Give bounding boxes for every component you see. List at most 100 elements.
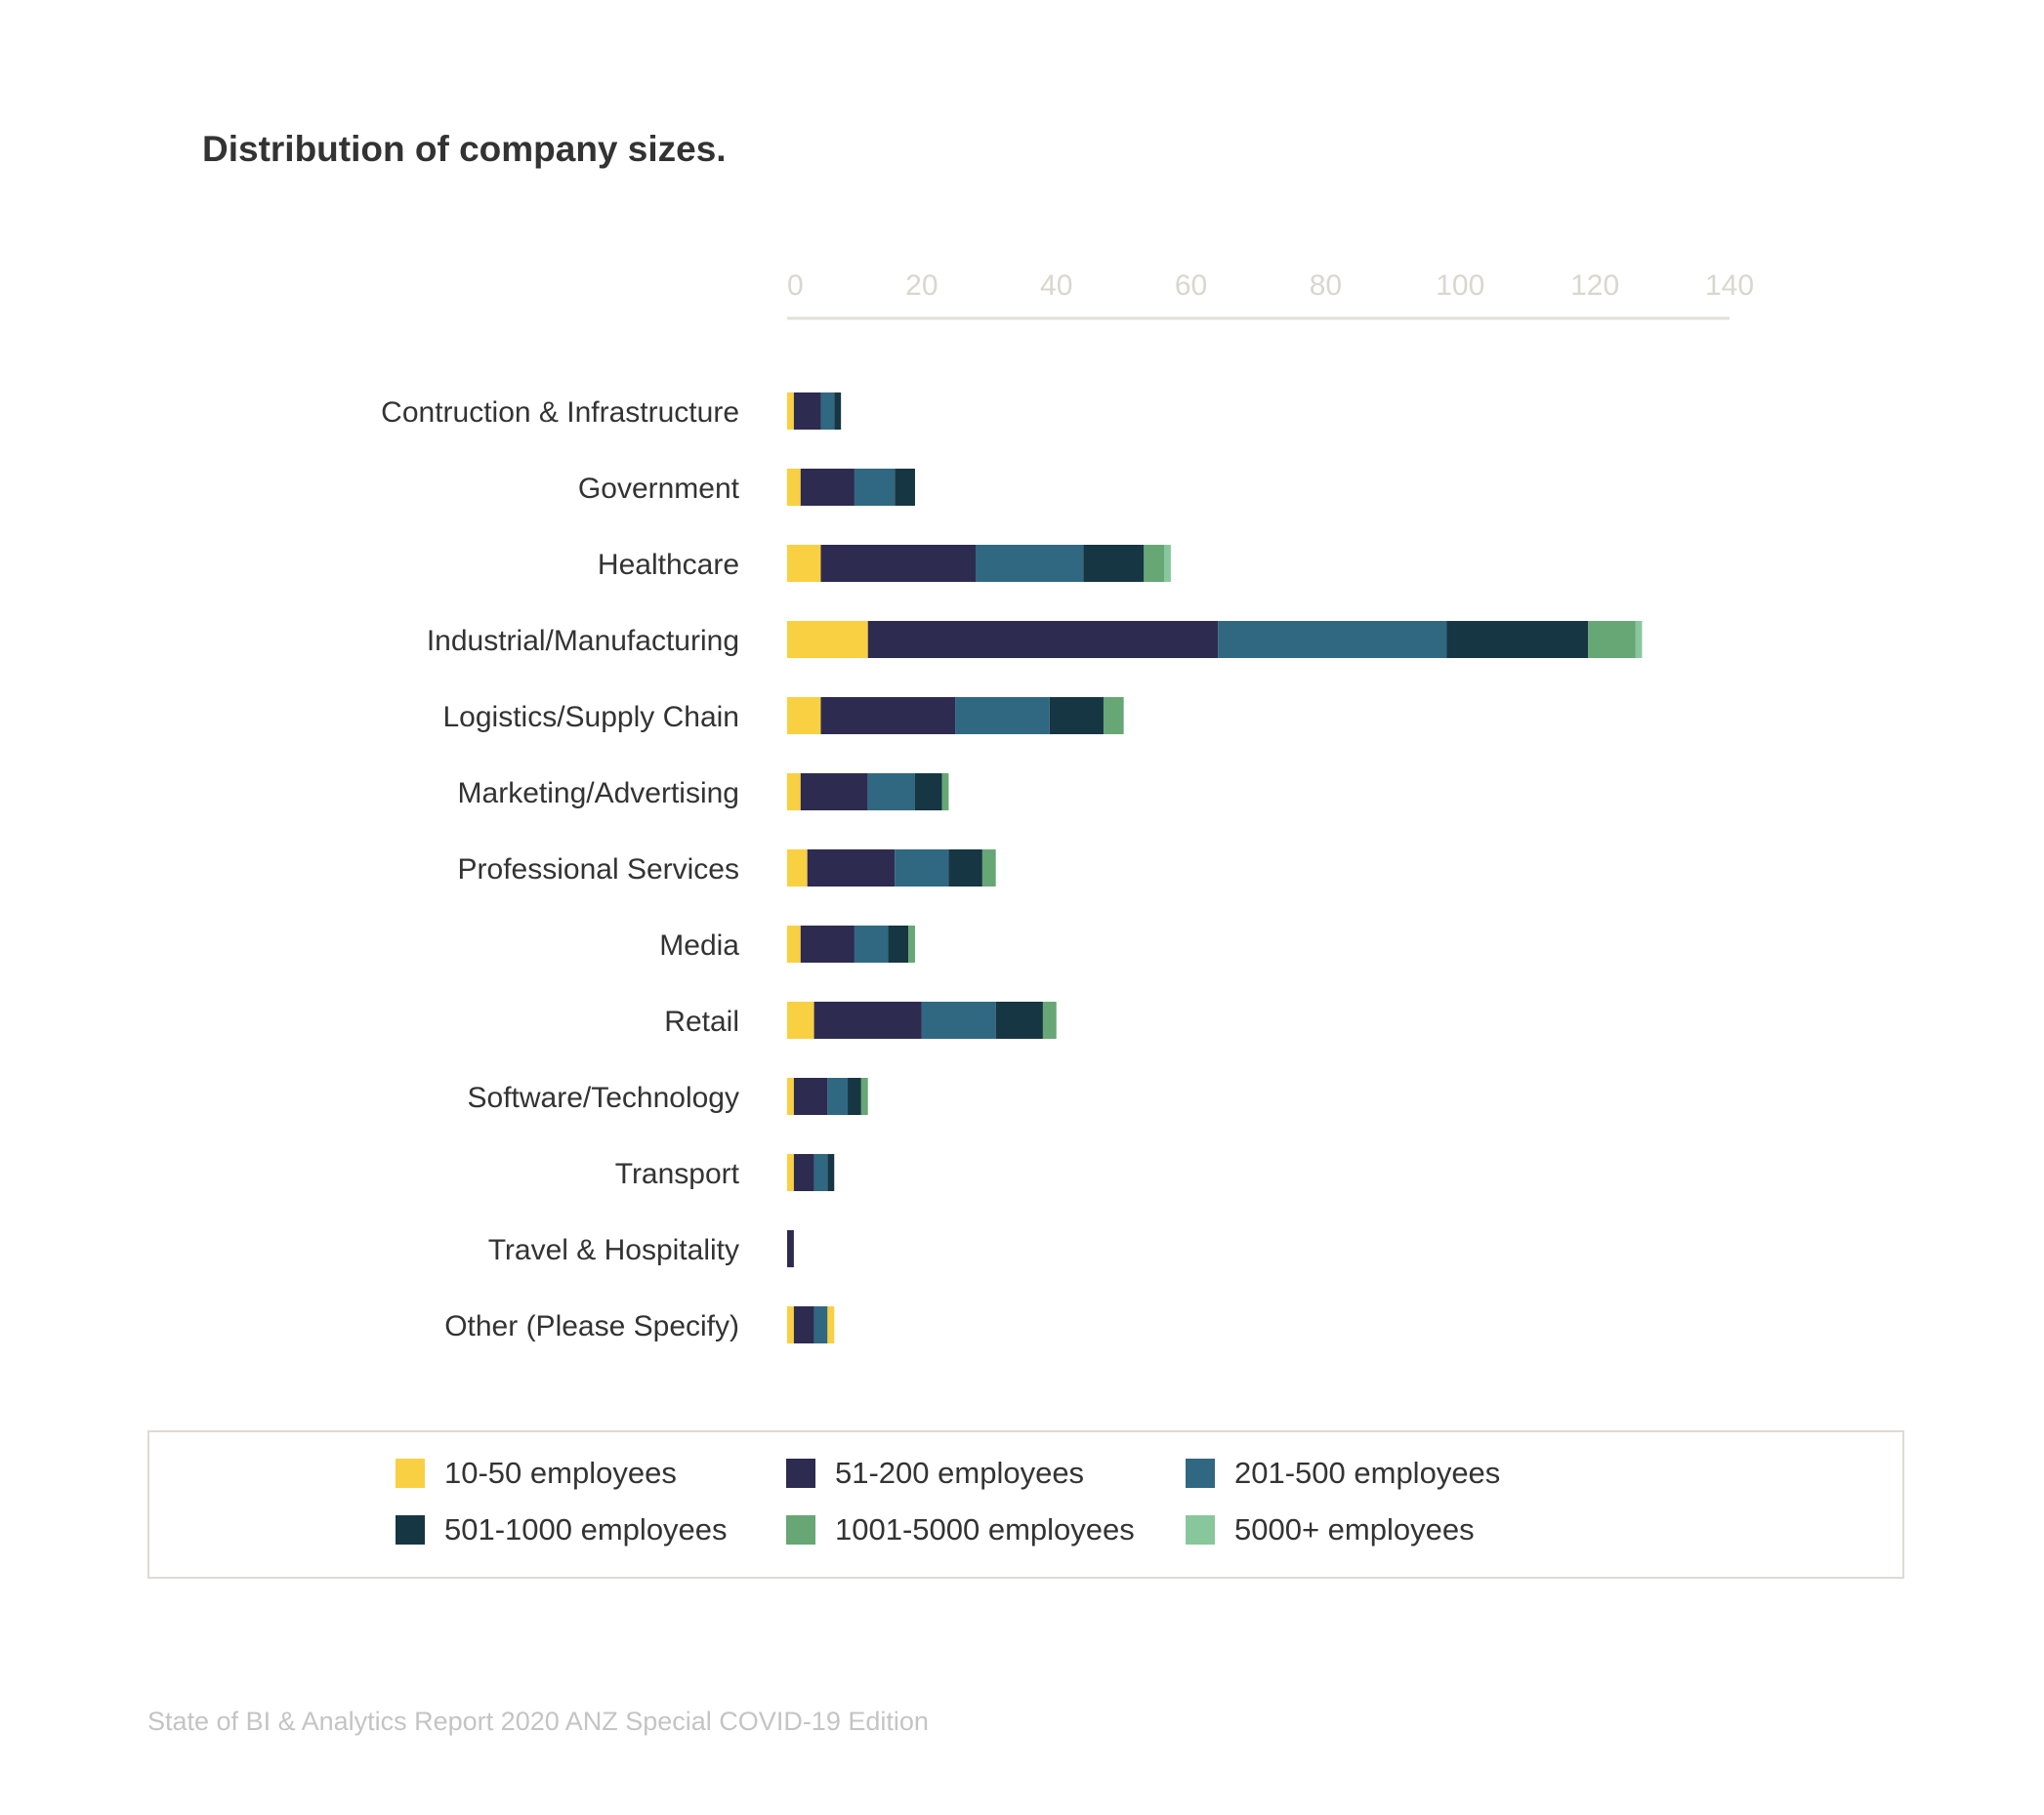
legend-item-51-200: 51-200 employees <box>786 1454 1084 1493</box>
bar-segment-8-0 <box>787 1002 814 1039</box>
bar-segment-2-5 <box>1164 545 1171 582</box>
bar-segment-10-0 <box>787 1154 794 1191</box>
bar-segment-10-3 <box>827 1154 835 1191</box>
category-label-2: Healthcare <box>598 549 739 581</box>
bar-segment-7-2 <box>854 926 889 963</box>
bar-segment-3-4 <box>1588 621 1636 658</box>
legend-label-501-1000: 501-1000 employees <box>444 1512 728 1547</box>
bar-segment-1-0 <box>787 469 801 506</box>
bar-segment-3-0 <box>787 621 868 658</box>
bar-segment-2-1 <box>820 545 976 582</box>
bar-segment-8-1 <box>813 1002 922 1039</box>
bar-segment-11-1 <box>787 1230 794 1267</box>
category-label-5: Marketing/Advertising <box>458 777 739 809</box>
bar-segment-6-2 <box>895 849 949 887</box>
bar-segment-7-4 <box>908 926 915 963</box>
x-tick-label-120: 120 <box>1570 269 1619 302</box>
bar-segment-12-1 <box>793 1306 814 1343</box>
x-tick-label-100: 100 <box>1436 269 1484 302</box>
legend-item-1001-5000: 1001-5000 employees <box>786 1510 1135 1549</box>
bar-segment-8-4 <box>1042 1002 1057 1039</box>
bar-segment-6-3 <box>948 849 982 887</box>
legend-item-5000-plus: 5000+ employees <box>1186 1510 1475 1549</box>
bar-segment-7-3 <box>888 926 909 963</box>
bar-segment-12-2 <box>813 1306 828 1343</box>
bar-segment-1-1 <box>800 469 855 506</box>
chart-plot: 0 20 40 60 80 100 120 140 Contruction & Infrastr… <box>381 269 1754 1343</box>
bar-segment-5-2 <box>867 773 915 810</box>
legend-label-201-500: 201-500 employees <box>1234 1456 1501 1490</box>
bar-segment-8-2 <box>921 1002 996 1039</box>
legend-swatch-51-200 <box>786 1459 815 1488</box>
bar-segment-3-3 <box>1446 621 1589 658</box>
bar-segment-12-0 <box>787 1306 794 1343</box>
source-footnote: State of BI & Analytics Report 2020 ANZ … <box>147 1707 929 1736</box>
legend-item-10-50: 10-50 employees <box>396 1454 677 1493</box>
bar-segment-4-3 <box>1049 697 1104 734</box>
bar-segment-0-2 <box>820 392 835 430</box>
bar-segment-3-2 <box>1218 621 1447 658</box>
bar-segment-2-0 <box>787 545 821 582</box>
bar-segment-6-4 <box>981 849 996 887</box>
category-label-9: Software/Technology <box>468 1082 740 1114</box>
bar-segment-10-2 <box>813 1154 828 1191</box>
legend-swatch-201-500 <box>1186 1459 1215 1488</box>
bar-segment-4-4 <box>1103 697 1124 734</box>
category-label-0: Contruction & Infrastructure <box>381 396 739 429</box>
legend-label-51-200: 51-200 employees <box>835 1456 1085 1490</box>
category-label-10: Transport <box>615 1158 740 1190</box>
bar-segment-1-2 <box>854 469 896 506</box>
bar-segment-3-1 <box>867 621 1219 658</box>
bar-segment-4-1 <box>820 697 956 734</box>
bar-segment-5-1 <box>800 773 868 810</box>
x-tick-label-140: 140 <box>1705 269 1754 302</box>
legend-swatch-10-50 <box>396 1459 425 1488</box>
bar-segment-9-0 <box>787 1078 794 1115</box>
bar-segment-2-3 <box>1083 545 1145 582</box>
bar-segment-5-3 <box>914 773 942 810</box>
category-label-8: Retail <box>664 1006 739 1038</box>
bar-segment-8-3 <box>995 1002 1043 1039</box>
bar-segment-9-4 <box>860 1078 868 1115</box>
bar-segment-3-5 <box>1635 621 1643 658</box>
x-tick-label-20: 20 <box>905 269 938 302</box>
legend-swatch-1001-5000 <box>786 1515 815 1545</box>
bar-segment-4-2 <box>955 697 1050 734</box>
bar-segment-extra-12-0 <box>827 1306 835 1343</box>
bar-segment-6-0 <box>787 849 808 887</box>
bar-segment-2-2 <box>976 545 1084 582</box>
bar-segment-0-1 <box>793 392 821 430</box>
bar-segment-5-0 <box>787 773 801 810</box>
x-tick-label-40: 40 <box>1040 269 1072 302</box>
chart-title: Distribution of company sizes. <box>202 129 727 169</box>
bar-segment-9-3 <box>848 1078 861 1115</box>
legend-item-501-1000: 501-1000 employees <box>396 1510 728 1549</box>
bar-segment-7-1 <box>800 926 855 963</box>
category-label-7: Media <box>659 929 739 962</box>
x-tick-label-0: 0 <box>787 269 804 302</box>
legend-label-1001-5000: 1001-5000 employees <box>835 1512 1135 1547</box>
bar-segment-10-1 <box>793 1154 814 1191</box>
bar-segment-4-0 <box>787 697 821 734</box>
bar-segment-1-3 <box>895 469 915 506</box>
legend-swatch-5000-plus <box>1186 1515 1215 1545</box>
category-label-12: Other (Please Specify) <box>444 1310 739 1342</box>
category-label-6: Professional Services <box>458 853 739 886</box>
bar-segment-9-1 <box>793 1078 828 1115</box>
x-tick-label-60: 60 <box>1175 269 1207 302</box>
legend-swatch-501-1000 <box>396 1515 425 1545</box>
category-label-4: Logistics/Supply Chain <box>442 701 739 733</box>
category-label-1: Government <box>578 473 740 505</box>
legend-label-10-50: 10-50 employees <box>444 1456 677 1490</box>
bar-segment-5-4 <box>941 773 949 810</box>
chart-legend: 10-50 employees 51-200 employees 201-500… <box>147 1430 1904 1579</box>
legend-label-5000-plus: 5000+ employees <box>1234 1512 1475 1547</box>
bar-segment-0-3 <box>834 392 842 430</box>
bar-segment-0-0 <box>787 392 794 430</box>
category-label-3: Industrial/Manufacturing <box>427 625 739 657</box>
bar-segment-6-1 <box>807 849 896 887</box>
category-label-11: Travel & Hospitality <box>488 1234 739 1266</box>
bar-segment-7-0 <box>787 926 801 963</box>
x-tick-label-80: 80 <box>1310 269 1342 302</box>
bar-segment-9-2 <box>827 1078 849 1115</box>
